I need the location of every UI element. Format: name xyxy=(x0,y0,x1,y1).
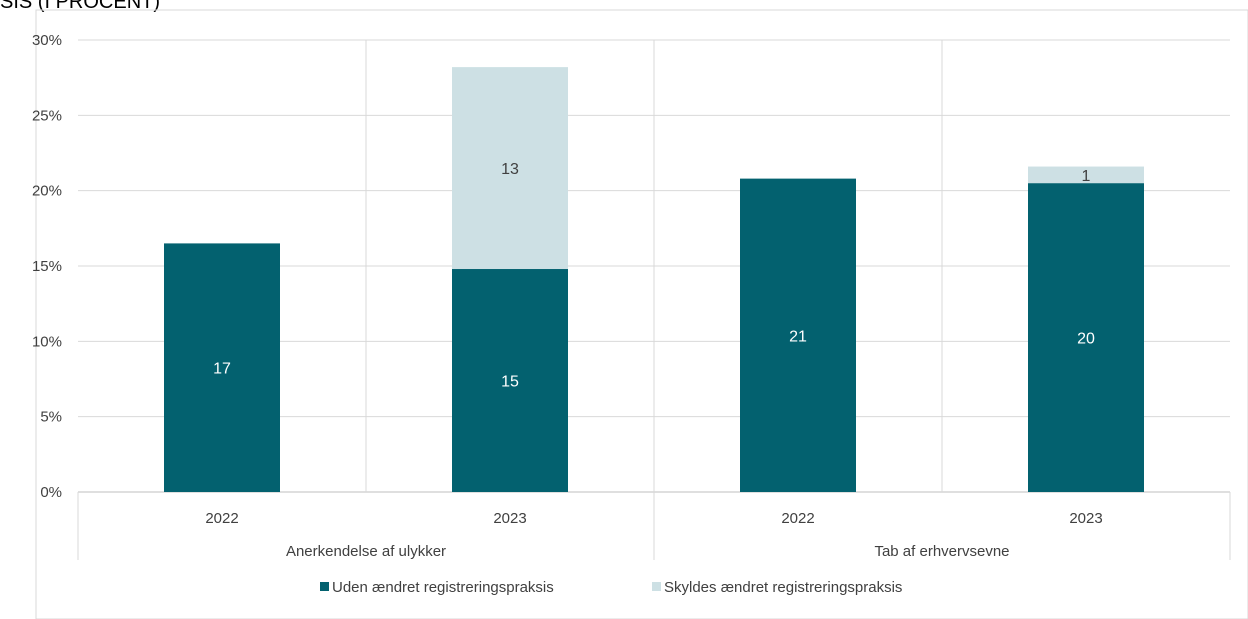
x-group-label: Tab af erhvervsevne xyxy=(874,543,1009,560)
y-tick-label: 20% xyxy=(32,183,62,200)
legend-swatch xyxy=(652,582,661,591)
y-axis: 0% 5% 10% 15% 20% 25% 30% xyxy=(32,32,62,501)
y-tick-label: 0% xyxy=(40,484,62,501)
data-label: 21 xyxy=(789,328,807,345)
legend-label: Uden ændret registreringspraksis xyxy=(332,579,554,596)
data-label: 17 xyxy=(213,361,231,378)
x-category-label: 2023 xyxy=(493,510,526,527)
x-category-label: 2022 xyxy=(781,510,814,527)
data-label: 1 xyxy=(1082,168,1091,185)
y-tick-label: 25% xyxy=(32,107,62,124)
data-label: 20 xyxy=(1077,331,1095,348)
legend-swatch xyxy=(320,582,329,591)
bars: 17 15 13 21 20 1 xyxy=(164,67,1144,492)
x-axis: 2022 2023 2022 2023 Anerkendelse af ulykker T… xyxy=(77,492,1231,560)
y-tick-label: 30% xyxy=(32,32,62,49)
y-tick-label: 10% xyxy=(32,333,62,350)
data-label: 13 xyxy=(501,161,519,178)
bar-segment xyxy=(1028,183,1144,492)
legend: Uden ændret registreringspraksis Skyldes … xyxy=(320,579,902,596)
bar-segment xyxy=(740,178,856,492)
bar-segment xyxy=(164,243,280,492)
bar-segment xyxy=(452,67,568,270)
bar-segment xyxy=(452,269,568,492)
x-group-label: Anerkendelse af ulykker xyxy=(286,543,446,560)
x-category-label: 2022 xyxy=(205,510,238,527)
x-category-label: 2023 xyxy=(1069,510,1102,527)
data-label: 15 xyxy=(501,374,519,391)
legend-label: Skyldes ændret registreringspraksis xyxy=(664,579,902,596)
bar-segment xyxy=(1028,166,1144,184)
chart-frame xyxy=(35,9,1248,619)
y-tick-label: 5% xyxy=(40,409,62,426)
y-tick-label: 15% xyxy=(32,258,62,275)
